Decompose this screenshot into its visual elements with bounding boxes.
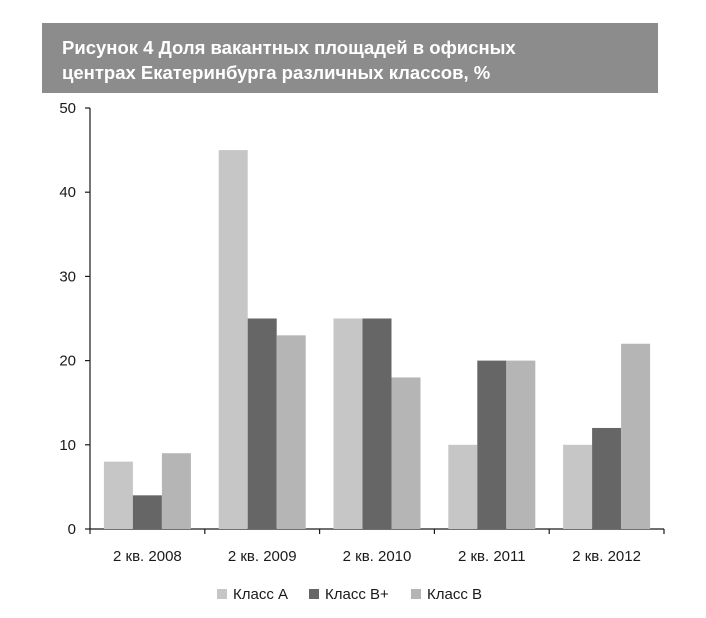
chart-legend: Класс А Класс В+ Класс В <box>0 582 706 606</box>
bar-class-a-1 <box>103 461 133 529</box>
bar-class-b-plus-3 <box>362 318 392 529</box>
legend-label-class-a: Класс А <box>233 585 289 603</box>
x-tick-label: 2 кв. 2011 <box>458 548 526 565</box>
legend-label-class-b: Класс В <box>427 585 483 603</box>
chart-bars <box>103 150 651 529</box>
bar-class-b-plus-2 <box>247 318 277 529</box>
y-tick-label: 50 <box>59 100 76 117</box>
x-tick-label: 2 кв. 2008 <box>113 548 182 565</box>
y-tick-label: 40 <box>59 184 76 201</box>
bar-class-a-4 <box>448 444 478 529</box>
bar-class-b-5 <box>621 343 651 529</box>
bar-class-a-2 <box>218 150 248 529</box>
bar-class-a-5 <box>563 444 593 529</box>
chart-title-banner: Рисунок 4 Доля вакантных площадей в офис… <box>42 23 658 93</box>
bar-class-b-1 <box>161 453 191 529</box>
legend-item-class-b-plus: Класс В+ <box>309 582 389 606</box>
bar-class-b-2 <box>276 335 306 529</box>
legend-item-class-a: Класс А <box>217 582 288 606</box>
bar-class-b-4 <box>506 360 536 529</box>
chart-tick-labels: 0 10 20 30 40 50 2 кв. 2008 2 кв. 2009 2 кв. 201… <box>59 100 641 565</box>
x-tick-label: 2 кв. 2012 <box>572 548 641 565</box>
bar-class-b-plus-5 <box>592 427 622 529</box>
legend-label-class-b-plus: Класс В+ <box>325 585 389 603</box>
y-tick-label: 20 <box>59 353 76 370</box>
x-tick-label: 2 кв. 2009 <box>228 548 297 565</box>
y-tick-label: 30 <box>59 268 76 285</box>
y-tick-label: 0 <box>68 521 76 538</box>
chart-title-line-1: Рисунок 4 Доля вакантных площадей в офис… <box>62 37 516 58</box>
legend-swatch-class-b-plus <box>309 589 319 599</box>
y-tick-label: 10 <box>59 437 76 454</box>
legend-item-class-b: Класс В <box>411 582 482 606</box>
chart-title-line-2: центрах Екатеринбурга различных классов,… <box>62 62 491 83</box>
bar-class-b-plus-4 <box>477 360 507 529</box>
x-tick-label: 2 кв. 2010 <box>343 548 412 565</box>
bar-class-b-3 <box>391 377 421 529</box>
bar-class-a-3 <box>333 318 363 529</box>
bar-class-b-plus-1 <box>132 495 162 529</box>
legend-swatch-class-b <box>411 589 421 599</box>
legend-swatch-class-a <box>217 589 227 599</box>
